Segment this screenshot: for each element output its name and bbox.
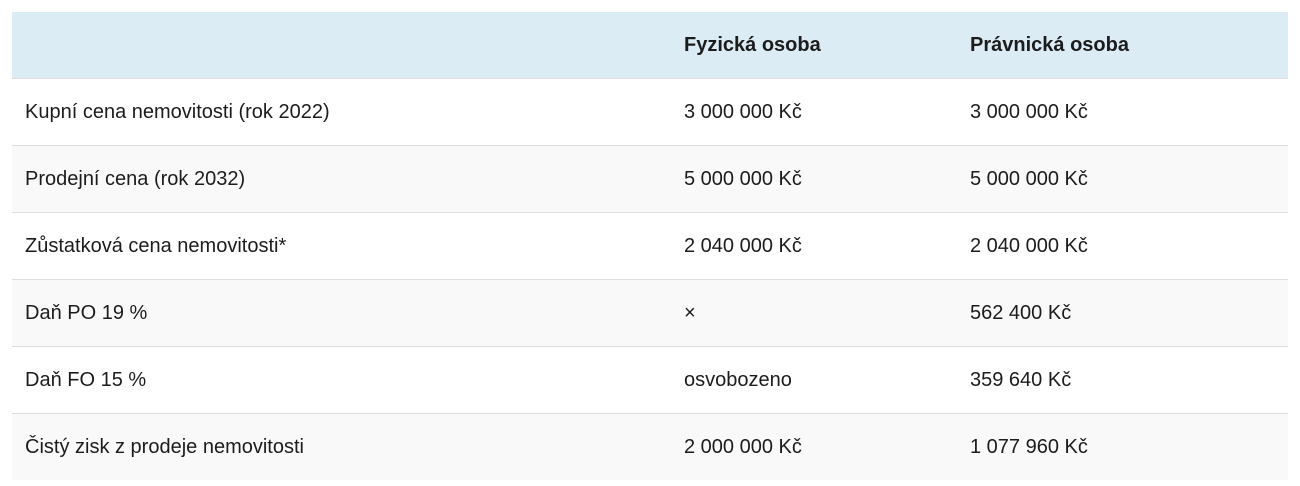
fyzicka-osoba-value: 3 000 000 Kč bbox=[684, 100, 802, 123]
pravnicka-osoba-value: 562 400 Kč bbox=[970, 301, 1072, 324]
comparison-table: Fyzická osoba Právnická osoba Kupní cena… bbox=[12, 12, 1288, 480]
header-empty bbox=[12, 12, 684, 79]
table-row: Daň FO 15 % osvobozeno 359 640 Kč bbox=[12, 346, 1288, 414]
table-row: Daň PO 19 % × 562 400 Kč bbox=[12, 279, 1288, 347]
row-label: Kupní cena nemovitosti (rok 2022) bbox=[25, 100, 330, 123]
row-label: Daň FO 15 % bbox=[25, 368, 147, 391]
fyzicka-osoba-value: × bbox=[684, 301, 696, 324]
table-row: Prodejní cena (rok 2032) 5 000 000 Kč 5 00… bbox=[12, 145, 1288, 213]
table-row: Kupní cena nemovitosti (rok 2022) 3 000 0… bbox=[12, 78, 1288, 146]
pravnicka-osoba-value: 1 077 960 Kč bbox=[970, 435, 1088, 458]
fyzicka-osoba-value: 2 000 000 Kč bbox=[684, 435, 802, 458]
pravnicka-osoba-value: 5 000 000 Kč bbox=[970, 167, 1088, 190]
row-label: Zůstatková cena nemovitosti* bbox=[25, 234, 287, 257]
table-header-row: Fyzická osoba Právnická osoba bbox=[12, 12, 1288, 79]
pravnicka-osoba-value: 3 000 000 Kč bbox=[970, 100, 1088, 123]
fyzicka-osoba-value: 2 040 000 Kč bbox=[684, 234, 802, 257]
pravnicka-osoba-value: 2 040 000 Kč bbox=[970, 234, 1088, 257]
header-pravnicka-osoba: Právnická osoba bbox=[970, 33, 1129, 56]
pravnicka-osoba-value: 359 640 Kč bbox=[970, 368, 1072, 391]
fyzicka-osoba-value: osvobozeno bbox=[684, 368, 792, 391]
fyzicka-osoba-value: 5 000 000 Kč bbox=[684, 167, 802, 190]
row-label: Daň PO 19 % bbox=[25, 301, 148, 324]
table-row: Zůstatková cena nemovitosti* 2 040 000 Kč… bbox=[12, 212, 1288, 280]
table-row: Čistý zisk z prodeje nemovitosti 2 000 00… bbox=[12, 413, 1288, 480]
row-label: Čistý zisk z prodeje nemovitosti bbox=[25, 435, 304, 458]
header-fyzicka-osoba: Fyzická osoba bbox=[684, 33, 821, 56]
row-label: Prodejní cena (rok 2032) bbox=[25, 167, 246, 190]
